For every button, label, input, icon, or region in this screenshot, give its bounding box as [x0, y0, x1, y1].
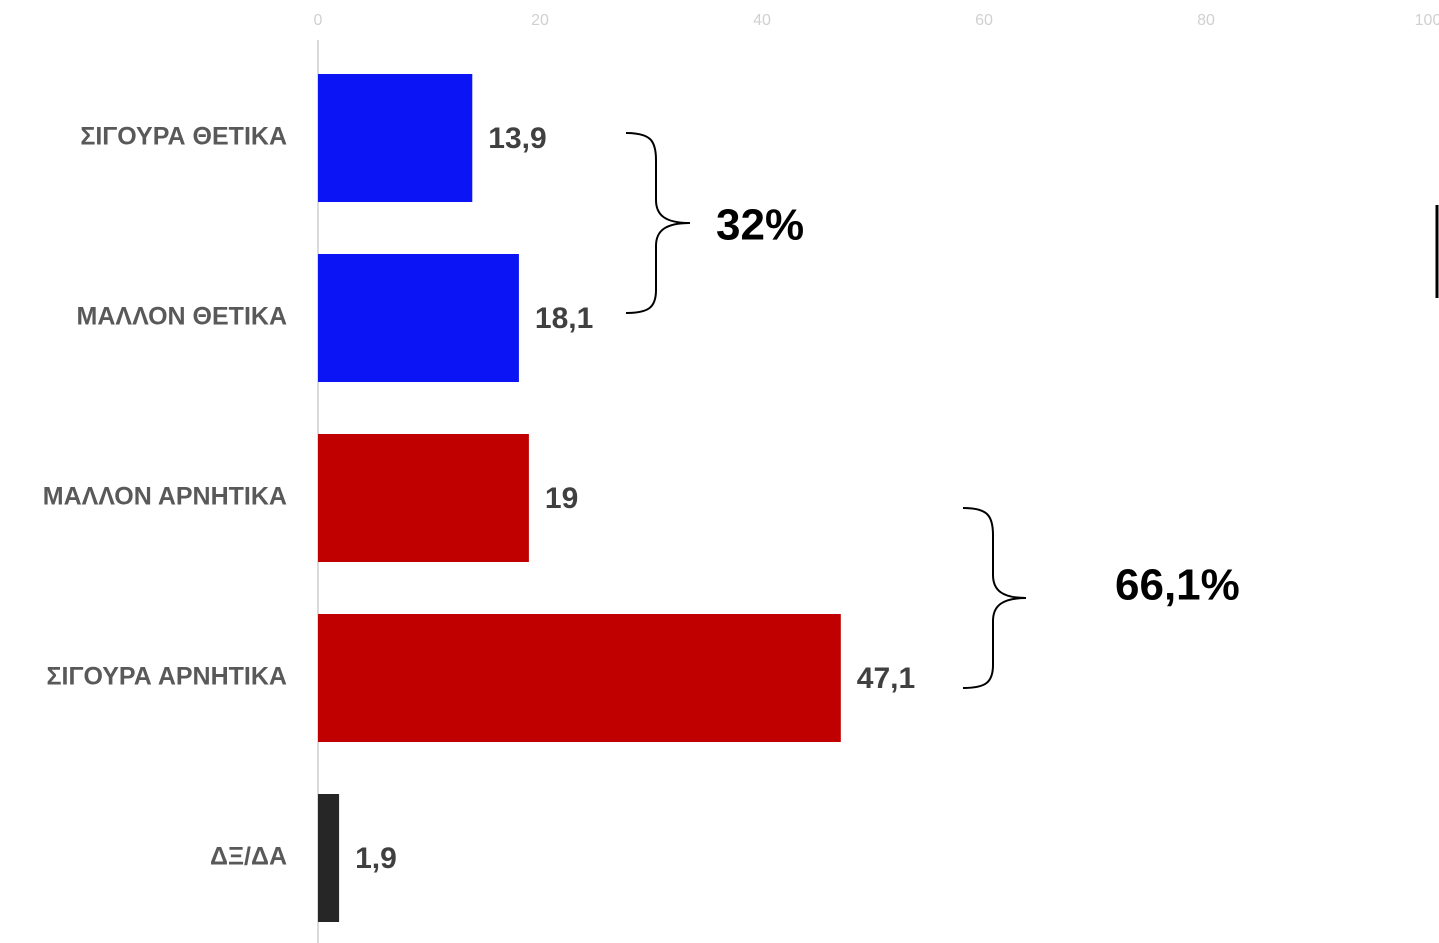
x-tick-label: 0 [314, 12, 323, 29]
value-label: 19 [545, 482, 578, 515]
value-label: 47,1 [857, 662, 915, 695]
x-tick-label: 40 [753, 12, 771, 29]
brace [625, 132, 691, 314]
value-label: 18,1 [535, 302, 593, 335]
y-tick-label: ΔΞ/ΔΑ [210, 843, 287, 871]
annotation: 66,1% [1115, 561, 1240, 610]
x-tick-label: 20 [531, 12, 549, 29]
x-tick-label: 60 [975, 12, 993, 29]
bar [318, 614, 841, 742]
bar [318, 434, 529, 562]
y-tick-label: ΣΙΓΟΥΡΑ ΑΡΝΗΤΙΚΑ [47, 663, 287, 691]
bar [318, 74, 473, 202]
bar [318, 794, 340, 922]
y-tick-label: ΣΙΓΟΥΡΑ ΘΕΤΙΚΑ [80, 123, 287, 151]
y-tick-label: ΜΑΛΛΟΝ ΘΕΤΙΚΑ [77, 303, 287, 331]
annotation: 32% [716, 201, 804, 250]
brace [962, 507, 1027, 689]
x-tick-label: 80 [1197, 12, 1215, 29]
value-label: 13,9 [488, 122, 546, 155]
value-label: 1,9 [355, 842, 397, 875]
bar [318, 254, 519, 382]
x-tick-label: 100 [1415, 12, 1439, 29]
y-tick-label: ΜΑΛΛΟΝ ΑΡΝΗΤΙΚΑ [43, 483, 287, 511]
